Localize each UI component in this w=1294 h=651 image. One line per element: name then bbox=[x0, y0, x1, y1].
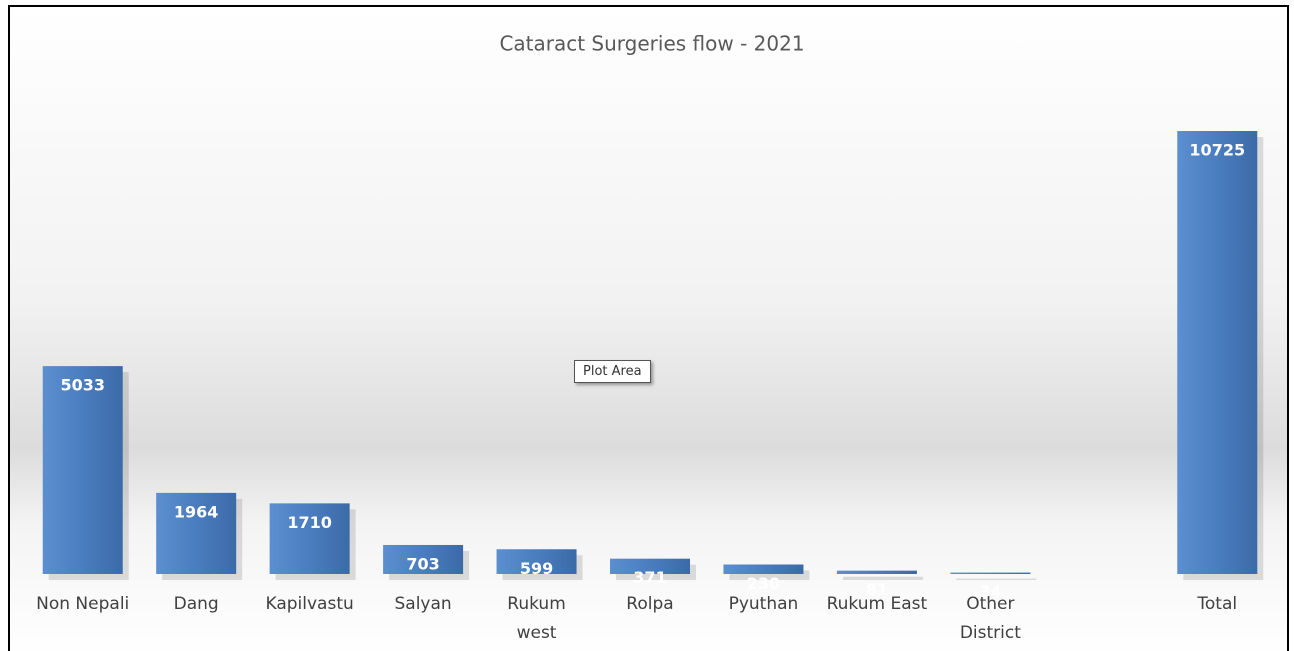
data-label: 230 bbox=[747, 574, 780, 593]
bar bbox=[836, 570, 917, 574]
x-tick-label: Kapilvastu bbox=[265, 594, 354, 614]
x-tick-label: Non Nepali bbox=[36, 594, 130, 614]
bar-shadow bbox=[842, 576, 923, 580]
data-label: 5033 bbox=[60, 376, 105, 395]
x-tick-label: Dang bbox=[173, 594, 219, 614]
bar-shadow bbox=[729, 570, 810, 580]
bar bbox=[496, 549, 577, 574]
x-tick-label: Total bbox=[1197, 594, 1238, 614]
x-tick-label: Salyan bbox=[394, 594, 452, 614]
bar bbox=[383, 544, 464, 574]
data-label: 10725 bbox=[1189, 141, 1245, 160]
bar bbox=[950, 572, 1031, 574]
bar bbox=[42, 366, 123, 574]
data-label: 1964 bbox=[174, 502, 219, 521]
tooltip: Plot Area bbox=[574, 360, 651, 383]
data-label: 81 bbox=[866, 580, 888, 599]
data-label: 703 bbox=[406, 554, 439, 573]
x-tick-label: Rukum west bbox=[507, 594, 566, 643]
x-tick-label: Pyuthan bbox=[728, 594, 799, 614]
bar-shadow bbox=[956, 578, 1037, 580]
data-label: 371 bbox=[633, 568, 666, 587]
bar bbox=[269, 503, 350, 574]
data-label: 1710 bbox=[287, 513, 332, 532]
x-tick-label: Other District bbox=[959, 594, 1021, 643]
data-label: 34 bbox=[979, 582, 1001, 601]
bar bbox=[156, 492, 237, 574]
bar bbox=[723, 564, 804, 574]
x-tick-label: Rukum East bbox=[826, 594, 928, 614]
data-label: 599 bbox=[520, 559, 553, 578]
bar bbox=[610, 558, 690, 574]
x-tick-label: Rolpa bbox=[626, 594, 674, 614]
bar bbox=[1177, 131, 1258, 574]
chart-title: Cataract Surgeries flow - 2021 bbox=[499, 32, 804, 56]
